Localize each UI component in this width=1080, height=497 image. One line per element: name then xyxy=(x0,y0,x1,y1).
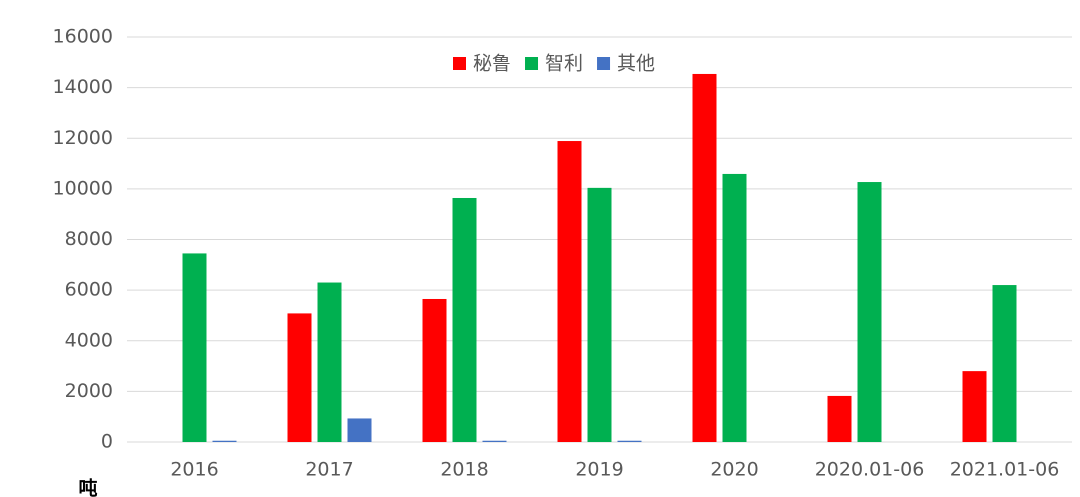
y-tick-label: 4000 xyxy=(65,329,113,351)
bar xyxy=(587,187,612,442)
legend-label: 其他 xyxy=(617,53,655,75)
y-tick-label: 0 xyxy=(101,431,113,453)
x-tick-label: 2019 xyxy=(575,459,623,481)
x-tick-label: 2021.01-06 xyxy=(950,459,1060,481)
legend-swatch xyxy=(453,57,466,70)
x-tick-label: 2020 xyxy=(710,459,758,481)
bar xyxy=(347,418,372,442)
bar xyxy=(287,313,312,442)
legend-label: 秘鲁 xyxy=(473,53,511,75)
x-tick-label: 2017 xyxy=(305,459,353,481)
bar xyxy=(617,440,642,442)
y-tick-label: 8000 xyxy=(65,228,113,250)
bar xyxy=(182,253,207,442)
bar xyxy=(452,197,477,442)
legend-swatch xyxy=(597,57,611,70)
y-tick-label: 14000 xyxy=(53,76,113,98)
bar xyxy=(857,182,882,442)
bar xyxy=(692,73,717,443)
x-tick-label: 2018 xyxy=(440,459,488,481)
y-axis-label: 吨 xyxy=(78,477,97,497)
y-tick-label: 2000 xyxy=(65,380,113,402)
x-tick-label: 2020.01-06 xyxy=(815,459,925,481)
y-tick-label: 16000 xyxy=(53,26,113,48)
bar xyxy=(482,440,507,442)
bar xyxy=(317,282,342,442)
bar xyxy=(422,298,447,442)
legend-label: 智利 xyxy=(545,53,583,75)
legend-swatch xyxy=(525,57,539,70)
x-tick-label: 2016 xyxy=(170,459,218,481)
bar xyxy=(992,285,1017,442)
y-tick-label: 12000 xyxy=(53,127,113,149)
y-tick-label: 10000 xyxy=(53,177,113,199)
bar xyxy=(557,141,582,443)
bar xyxy=(827,395,852,442)
bar xyxy=(962,371,987,442)
bar xyxy=(722,173,747,443)
y-tick-label: 6000 xyxy=(65,279,113,301)
bar xyxy=(212,440,237,442)
